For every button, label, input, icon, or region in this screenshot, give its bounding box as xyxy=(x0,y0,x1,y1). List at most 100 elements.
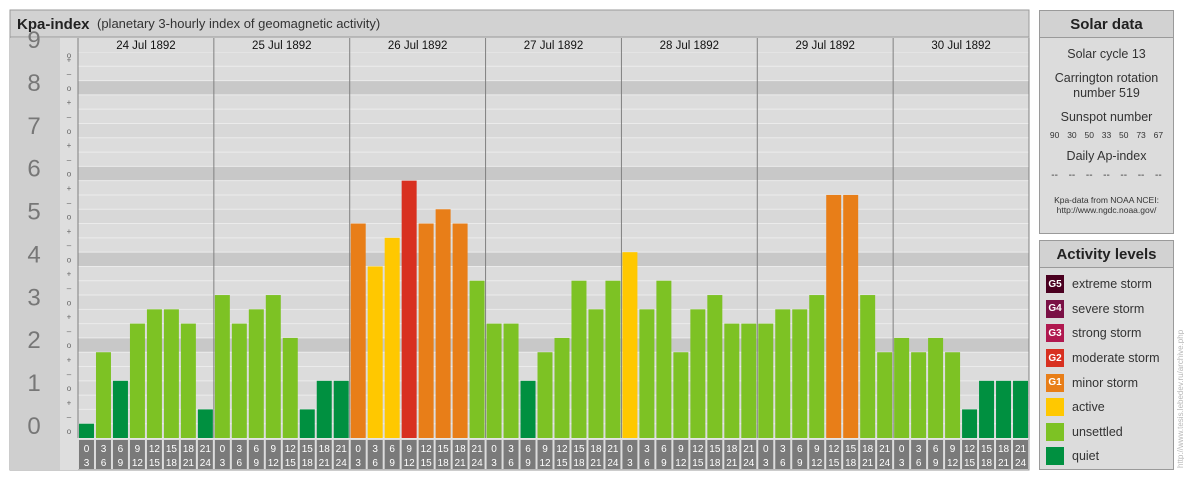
interval-box xyxy=(894,440,910,469)
ap-index-title: Daily Ap-index xyxy=(1066,149,1147,163)
interval-start: 21 xyxy=(743,444,755,455)
interval-end: 18 xyxy=(166,458,178,469)
interval-start: 6 xyxy=(118,444,124,455)
sub-tick-label: – xyxy=(67,413,72,422)
interval-start: 21 xyxy=(1015,444,1027,455)
interval-end: 21 xyxy=(183,458,195,469)
interval-end: 6 xyxy=(237,458,243,469)
interval-end: 3 xyxy=(220,458,226,469)
interval-start: 9 xyxy=(542,444,548,455)
legend-label: strong storm xyxy=(1072,326,1142,341)
sub-tick-label: + xyxy=(67,313,72,322)
interval-end: 6 xyxy=(372,458,378,469)
interval-box xyxy=(639,440,655,469)
interval-end: 6 xyxy=(101,458,107,469)
interval-box xyxy=(129,440,145,469)
kp-bar xyxy=(316,380,332,438)
interval-end: 18 xyxy=(573,458,585,469)
interval-box xyxy=(554,440,570,469)
kp-bar xyxy=(401,180,417,438)
kp-bar xyxy=(588,309,604,438)
interval-end: 15 xyxy=(692,458,704,469)
legend-label: severe storm xyxy=(1072,301,1145,316)
legend-label: quiet xyxy=(1072,449,1100,464)
interval-end: 18 xyxy=(845,458,857,469)
carrington-line1: Carrington rotation xyxy=(1054,71,1159,85)
interval-end: 24 xyxy=(200,458,212,469)
kp-bar xyxy=(894,337,910,438)
interval-box xyxy=(214,440,230,469)
interval-start: 12 xyxy=(285,444,297,455)
interval-end: 24 xyxy=(1015,458,1027,469)
interval-box xyxy=(911,440,927,469)
interval-box xyxy=(350,440,366,469)
y-tick-label: 2 xyxy=(27,327,40,354)
kp-bar xyxy=(656,280,672,438)
kp-bar xyxy=(928,337,944,438)
interval-box xyxy=(707,440,723,469)
kp-bar xyxy=(248,309,264,438)
interval-start: 15 xyxy=(981,444,993,455)
kp-bar xyxy=(911,352,927,438)
kp-bar xyxy=(299,409,315,438)
interval-start: 3 xyxy=(237,444,243,455)
interval-end: 18 xyxy=(438,458,450,469)
legend-item: G1 minor storm xyxy=(1040,370,1173,395)
interval-start: 9 xyxy=(271,444,277,455)
kp-bar xyxy=(605,280,621,438)
interval-box xyxy=(860,440,876,469)
interval-end: 6 xyxy=(508,458,514,469)
interval-end: 9 xyxy=(389,458,395,469)
interval-start: 0 xyxy=(763,444,769,455)
kp-bar xyxy=(775,309,791,438)
kp-bar xyxy=(520,380,536,438)
interval-box xyxy=(316,440,332,469)
interval-start: 6 xyxy=(661,444,667,455)
kp-bar xyxy=(418,223,434,438)
interval-start: 0 xyxy=(84,444,90,455)
interval-box xyxy=(231,440,247,469)
sub-tick-label: o xyxy=(67,127,72,136)
interval-end: 3 xyxy=(84,458,90,469)
interval-end: 15 xyxy=(828,458,840,469)
interval-end: 18 xyxy=(709,458,721,469)
interval-start: 6 xyxy=(525,444,531,455)
day-label: 27 Jul 1892 xyxy=(524,40,583,52)
sub-tick-label: + xyxy=(67,98,72,107)
interval-end: 3 xyxy=(763,458,769,469)
interval-end: 21 xyxy=(998,458,1010,469)
interval-start: 12 xyxy=(421,444,433,455)
sunspot-value: 50 xyxy=(1119,130,1129,140)
sub-tick-label: o xyxy=(67,384,72,393)
kp-bar xyxy=(809,295,825,438)
interval-start: 15 xyxy=(302,444,314,455)
sub-tick-label: o xyxy=(67,170,72,179)
kp-bar xyxy=(79,423,94,438)
interval-start: 15 xyxy=(845,444,857,455)
kp-bar xyxy=(146,309,162,438)
kp-bar xyxy=(639,309,655,438)
interval-start: 0 xyxy=(220,444,226,455)
interval-start: 9 xyxy=(950,444,956,455)
interval-box xyxy=(843,440,859,469)
solar-cycle: Solar cycle 13 xyxy=(1067,47,1146,61)
interval-start: 21 xyxy=(607,444,619,455)
sub-tick-column xyxy=(60,38,78,470)
interval-start: 9 xyxy=(135,444,141,455)
source-link[interactable]: http://www.ngdc.noaa.gov/ xyxy=(1056,205,1157,215)
interval-start: 6 xyxy=(933,444,939,455)
legend-swatch: G3 xyxy=(1046,324,1064,343)
ap-value: -- xyxy=(1120,170,1128,181)
sub-tick-label: – xyxy=(67,70,72,79)
interval-box xyxy=(95,440,111,469)
sunspot-title: Sunspot number xyxy=(1060,110,1153,124)
kp-bar xyxy=(384,237,400,438)
interval-end: 15 xyxy=(556,458,568,469)
y-axis-column xyxy=(10,38,60,470)
interval-end: 9 xyxy=(933,458,939,469)
legend-label: minor storm xyxy=(1072,375,1138,390)
interval-box xyxy=(299,440,315,469)
interval-box xyxy=(367,440,383,469)
interval-end: 6 xyxy=(644,458,650,469)
activity-levels-panel: Activity levels G5 extreme storm G4 severe … xyxy=(1039,240,1174,470)
